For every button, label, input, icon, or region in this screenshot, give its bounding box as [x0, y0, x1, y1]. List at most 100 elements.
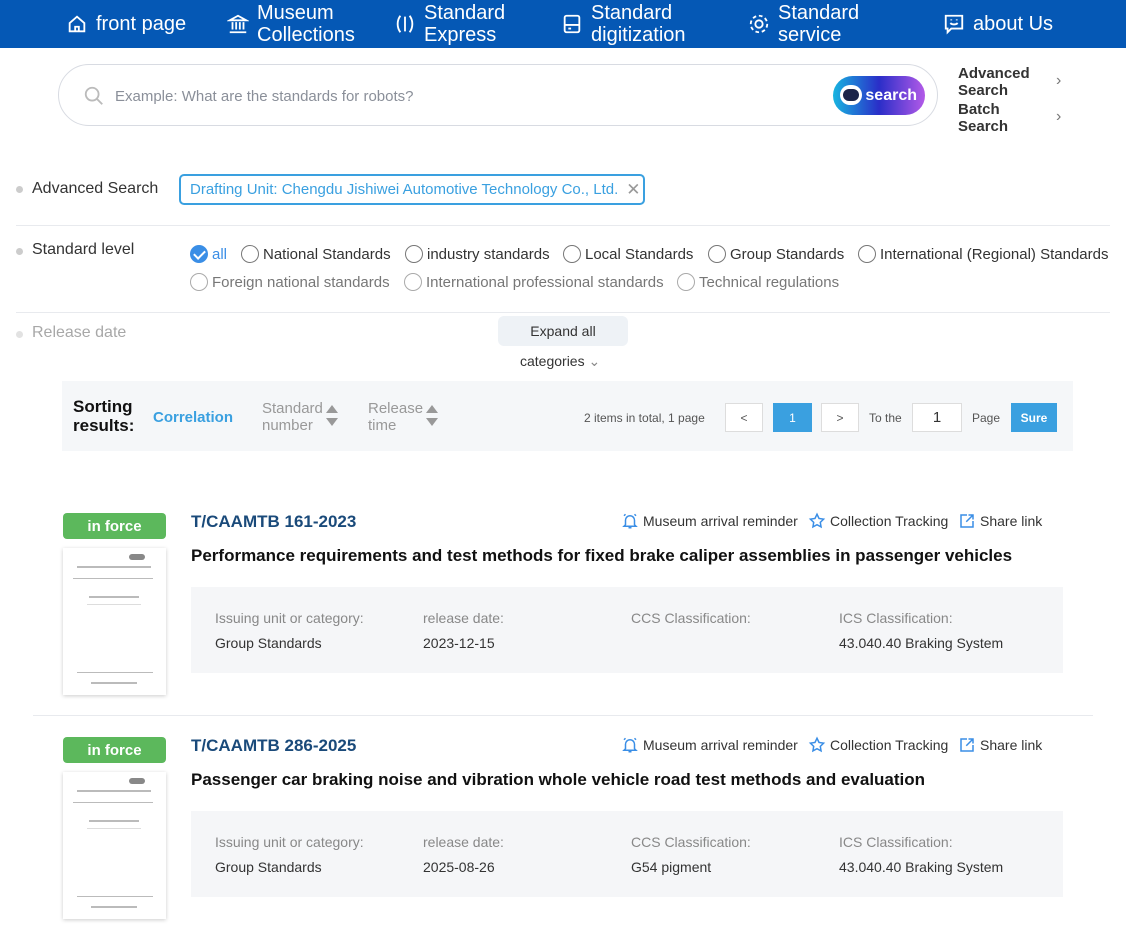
- prev-page-button[interactable]: <: [725, 403, 763, 432]
- sort-desc-icon[interactable]: [326, 418, 338, 426]
- express-icon: [396, 15, 414, 33]
- bullet: [16, 248, 23, 255]
- share-link-button[interactable]: Share link: [958, 736, 1042, 754]
- close-icon[interactable]: ✕: [626, 179, 641, 199]
- star-icon: [808, 736, 826, 753]
- standard-code-link[interactable]: T/CAAMTB 161-2023: [191, 512, 357, 531]
- field-label: CCS Classification:: [631, 834, 751, 850]
- field-label: Issuing unit or category:: [215, 834, 364, 850]
- collection-tracking-button[interactable]: Collection Tracking: [808, 736, 948, 754]
- share-icon: [960, 738, 974, 752]
- field-value: 2025-08-26: [423, 859, 495, 875]
- expand-all-button[interactable]: Expand all: [498, 316, 628, 346]
- batch-search-link[interactable]: Batch Search: [958, 101, 1009, 135]
- chat-smile-icon: [944, 14, 964, 35]
- field-label: CCS Classification:: [631, 610, 751, 626]
- search-input[interactable]: [115, 83, 815, 109]
- divider: [16, 225, 1110, 226]
- field-label: release date:: [423, 834, 504, 850]
- chevron-down-icon: ⌄: [588, 353, 601, 369]
- nav-front-page[interactable]: front page: [66, 0, 186, 48]
- sort-standard-number[interactable]: Standard number: [262, 400, 323, 434]
- home-icon: [68, 15, 86, 33]
- standard-level-label: Standard level: [32, 241, 135, 258]
- chevron-right-icon: ›: [1056, 72, 1062, 89]
- search-bar: search: [58, 64, 938, 126]
- bell-icon: [622, 513, 638, 529]
- check-icon: [190, 245, 208, 263]
- field-label: ICS Classification:: [839, 610, 953, 626]
- radio-all[interactable]: all: [190, 245, 227, 263]
- standard-title-link[interactable]: Performance requirements and test method…: [191, 546, 1013, 565]
- share-icon: [960, 514, 974, 528]
- info-panel: Issuing unit or category: Group Standards…: [191, 811, 1063, 897]
- bullet: [16, 331, 23, 338]
- field-value: 43.040.40 Braking System: [839, 859, 1004, 875]
- field-label: release date:: [423, 610, 504, 626]
- field-value: Group Standards: [215, 859, 322, 875]
- categories-toggle[interactable]: categories ⌄: [520, 353, 601, 369]
- advanced-search-link[interactable]: Advanced Search: [958, 65, 1030, 99]
- advanced-search-label: Advanced Search: [32, 180, 159, 197]
- chevron-right-icon: ›: [1056, 108, 1062, 125]
- service-icon: [749, 14, 769, 34]
- sort-release-time[interactable]: Release time: [368, 400, 424, 434]
- radio-technical[interactable]: Technical regulations: [677, 273, 839, 291]
- divider: [33, 715, 1093, 716]
- divider: [16, 312, 1110, 313]
- collection-tracking-button[interactable]: Collection Tracking: [808, 512, 948, 530]
- digitization-icon: [563, 14, 581, 34]
- arrival-reminder-button[interactable]: Museum arrival reminder: [621, 736, 798, 754]
- share-link-button[interactable]: Share link: [958, 512, 1042, 530]
- museum-icon: [227, 14, 249, 34]
- to-label: To the: [869, 410, 902, 425]
- search-icon: [84, 86, 103, 105]
- result-item: in force T/CAAMTB 161-2023 Museum arriva…: [0, 500, 1126, 724]
- sort-desc-icon[interactable]: [426, 418, 438, 426]
- page-input[interactable]: 1: [912, 403, 962, 432]
- radio-international[interactable]: International (Regional) Standards: [858, 245, 1108, 263]
- standard-title-link[interactable]: Passenger car braking noise and vibratio…: [191, 770, 926, 789]
- result-item: in force T/CAAMTB 286-2025 Museum arriva…: [0, 724, 1126, 948]
- document-thumbnail[interactable]: [63, 548, 166, 695]
- status-badge: in force: [63, 737, 166, 763]
- sorting-label: Sorting results:: [73, 397, 135, 435]
- field-value: 43.040.40 Braking System: [839, 635, 1004, 651]
- total-count: 2 items in total, 1 page: [584, 410, 705, 425]
- nav-standard-digitization[interactable]: Standard digitization: [561, 0, 701, 48]
- info-panel: Issuing unit or category: Group Standards…: [191, 587, 1063, 673]
- radio-foreign[interactable]: Foreign national standards: [190, 273, 390, 291]
- sure-button[interactable]: Sure: [1011, 403, 1057, 432]
- bell-icon: [622, 737, 638, 753]
- radio-professional[interactable]: International professional standards: [404, 273, 664, 291]
- sort-bar: Sorting results: Correlation Standard nu…: [62, 381, 1073, 451]
- standard-code-link[interactable]: T/CAAMTB 286-2025: [191, 736, 357, 755]
- radio-industry[interactable]: industry standards: [405, 245, 550, 263]
- radio-national[interactable]: National Standards: [241, 245, 391, 263]
- star-icon: [808, 512, 826, 529]
- radio-group[interactable]: Group Standards: [708, 245, 844, 263]
- page-1-button[interactable]: 1: [773, 403, 812, 432]
- robot-icon: [840, 85, 862, 105]
- top-nav: front page Museum Collections Standard E…: [0, 0, 1126, 48]
- status-badge: in force: [63, 513, 166, 539]
- bullet: [16, 186, 23, 193]
- arrival-reminder-button[interactable]: Museum arrival reminder: [621, 512, 798, 530]
- nav-museum-collections[interactable]: Museum Collections: [227, 0, 367, 48]
- radio-local[interactable]: Local Standards: [563, 245, 693, 263]
- sort-asc-icon[interactable]: [326, 405, 338, 413]
- nav-standard-express[interactable]: Standard Express: [394, 0, 524, 48]
- field-value: 2023-12-15: [423, 635, 495, 651]
- page-label: Page: [972, 410, 1001, 425]
- nav-about-us[interactable]: about Us: [943, 0, 1053, 48]
- field-value: G54 pigment: [631, 859, 712, 875]
- filter-tag: Drafting Unit: Chengdu Jishiwei Automoti…: [179, 174, 645, 205]
- search-button[interactable]: search: [833, 76, 925, 115]
- nav-standard-service[interactable]: Standard service: [748, 0, 878, 48]
- sort-asc-icon[interactable]: [426, 405, 438, 413]
- field-label: ICS Classification:: [839, 834, 953, 850]
- document-thumbnail[interactable]: [63, 772, 166, 919]
- field-label: Issuing unit or category:: [215, 610, 364, 626]
- next-page-button[interactable]: >: [821, 403, 859, 432]
- sort-correlation[interactable]: Correlation: [153, 409, 234, 426]
